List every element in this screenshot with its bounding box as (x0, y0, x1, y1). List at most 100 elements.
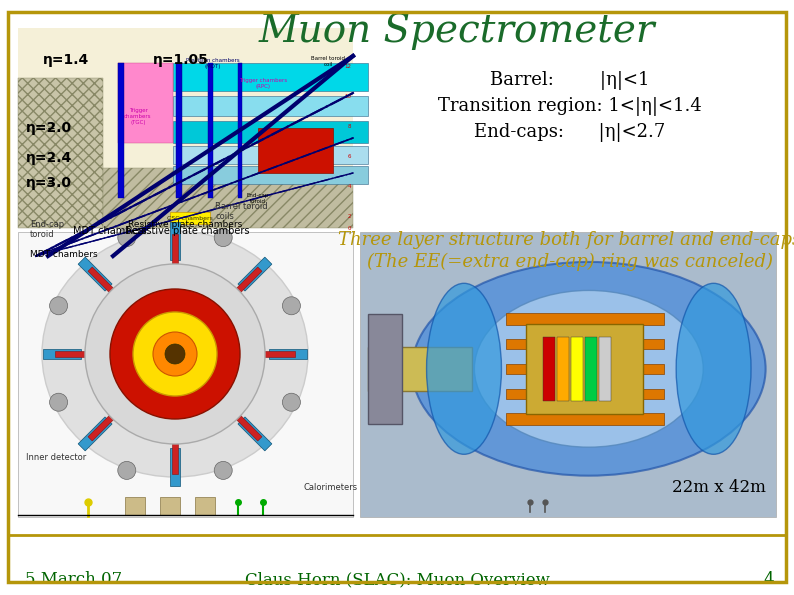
Bar (176, 63, 182, 198)
Bar (125, 497, 145, 515)
Bar (78, 417, 112, 451)
Circle shape (110, 289, 240, 419)
Bar (170, 212, 210, 224)
Bar (170, 222, 180, 260)
Bar (258, 128, 333, 173)
Bar (571, 337, 583, 401)
Bar (118, 63, 124, 198)
Bar (269, 349, 307, 359)
Text: Trigger chambers
(RPC): Trigger chambers (RPC) (239, 78, 287, 89)
Bar (238, 257, 272, 291)
Circle shape (283, 393, 300, 411)
Bar (160, 497, 180, 515)
Bar (173, 121, 368, 143)
Text: Barrel:        |η|<1: Barrel: |η|<1 (490, 70, 649, 89)
Text: Three layer structure both for barrel and end-caps: Three layer structure both for barrel an… (338, 231, 794, 249)
Bar (585, 337, 597, 401)
Bar (173, 146, 368, 164)
Ellipse shape (676, 283, 751, 455)
Ellipse shape (426, 283, 502, 455)
Bar (172, 234, 178, 274)
Text: η=2.4: η=2.4 (26, 151, 72, 165)
Text: Inner detector: Inner detector (26, 453, 87, 462)
Bar (173, 96, 368, 116)
Bar (506, 413, 664, 425)
Bar (173, 63, 368, 91)
Text: η=2.0: η=2.0 (26, 121, 72, 135)
Circle shape (85, 264, 265, 444)
Text: Resistive plate chambers: Resistive plate chambers (126, 226, 250, 236)
Text: Resistive plate chambers: Resistive plate chambers (128, 220, 242, 229)
Text: CSC chambers: CSC chambers (167, 215, 213, 221)
Bar (506, 364, 664, 374)
Bar (557, 337, 569, 401)
Circle shape (214, 461, 232, 480)
Circle shape (49, 393, 67, 411)
Bar (195, 497, 215, 515)
Text: η=1.05: η=1.05 (153, 53, 209, 67)
Bar (55, 351, 95, 357)
Circle shape (118, 228, 136, 246)
Text: η=1.4: η=1.4 (43, 53, 89, 67)
Bar (238, 417, 272, 451)
Bar (170, 448, 180, 486)
Bar (506, 389, 664, 399)
Ellipse shape (412, 262, 765, 475)
Text: 8: 8 (348, 124, 351, 129)
Text: Transition region: 1<|η|<1.4: Transition region: 1<|η|<1.4 (438, 96, 702, 115)
Bar (506, 339, 664, 349)
Circle shape (214, 228, 232, 246)
Bar (526, 324, 643, 414)
Bar (229, 267, 262, 299)
Text: 10: 10 (344, 93, 351, 99)
Ellipse shape (42, 231, 308, 477)
Text: 6: 6 (348, 154, 351, 158)
Text: 22m x 42m: 22m x 42m (673, 478, 766, 496)
Text: (The EE(=extra end-cap) ring was canceled): (The EE(=extra end-cap) ring was cancele… (367, 253, 773, 271)
Bar (118, 63, 173, 143)
Bar (360, 232, 776, 517)
Bar (18, 28, 353, 228)
Bar (255, 351, 295, 357)
Bar (173, 166, 368, 184)
Bar (506, 313, 664, 325)
Circle shape (165, 344, 185, 364)
Text: 12: 12 (344, 64, 351, 68)
Text: 4: 4 (763, 572, 774, 588)
Text: End-caps:      |η|<2.7: End-caps: |η|<2.7 (474, 123, 665, 142)
Text: Calorimeters: Calorimeters (303, 483, 357, 491)
Text: End-cap
toroid: End-cap toroid (247, 193, 269, 204)
Circle shape (49, 297, 67, 315)
Text: Barrel toroid
coil: Barrel toroid coil (311, 56, 345, 67)
Text: Claus Horn (SLAC): Muon Overview: Claus Horn (SLAC): Muon Overview (245, 572, 549, 588)
Bar (78, 257, 112, 291)
Bar (229, 408, 262, 441)
Text: Precision chambers
(MDT): Precision chambers (MDT) (186, 58, 240, 69)
Bar (543, 337, 555, 401)
Circle shape (153, 332, 197, 376)
Bar (238, 63, 242, 198)
Text: MDT chambers: MDT chambers (30, 250, 98, 259)
Bar (208, 63, 213, 198)
Bar (172, 434, 178, 474)
Bar (368, 314, 402, 424)
Bar (18, 232, 353, 517)
Text: End-cap
toroid: End-cap toroid (30, 220, 64, 239)
Text: η=3.0: η=3.0 (26, 176, 72, 190)
Bar (43, 349, 81, 359)
Bar (88, 408, 121, 441)
Text: Trigger
chambers
(TGC): Trigger chambers (TGC) (124, 108, 152, 124)
Bar (103, 168, 353, 228)
Bar (18, 78, 103, 228)
Circle shape (283, 297, 300, 315)
Text: 5 March 07: 5 March 07 (25, 572, 122, 588)
Circle shape (133, 312, 217, 396)
Text: MDT chambers: MDT chambers (73, 226, 147, 236)
Circle shape (118, 461, 136, 480)
Text: Barrel toroid
coils: Barrel toroid coils (215, 202, 268, 221)
Bar (599, 337, 611, 401)
Text: 2: 2 (348, 214, 351, 218)
Bar (368, 347, 472, 391)
Text: 0: 0 (348, 226, 351, 230)
Text: 4: 4 (348, 183, 351, 189)
